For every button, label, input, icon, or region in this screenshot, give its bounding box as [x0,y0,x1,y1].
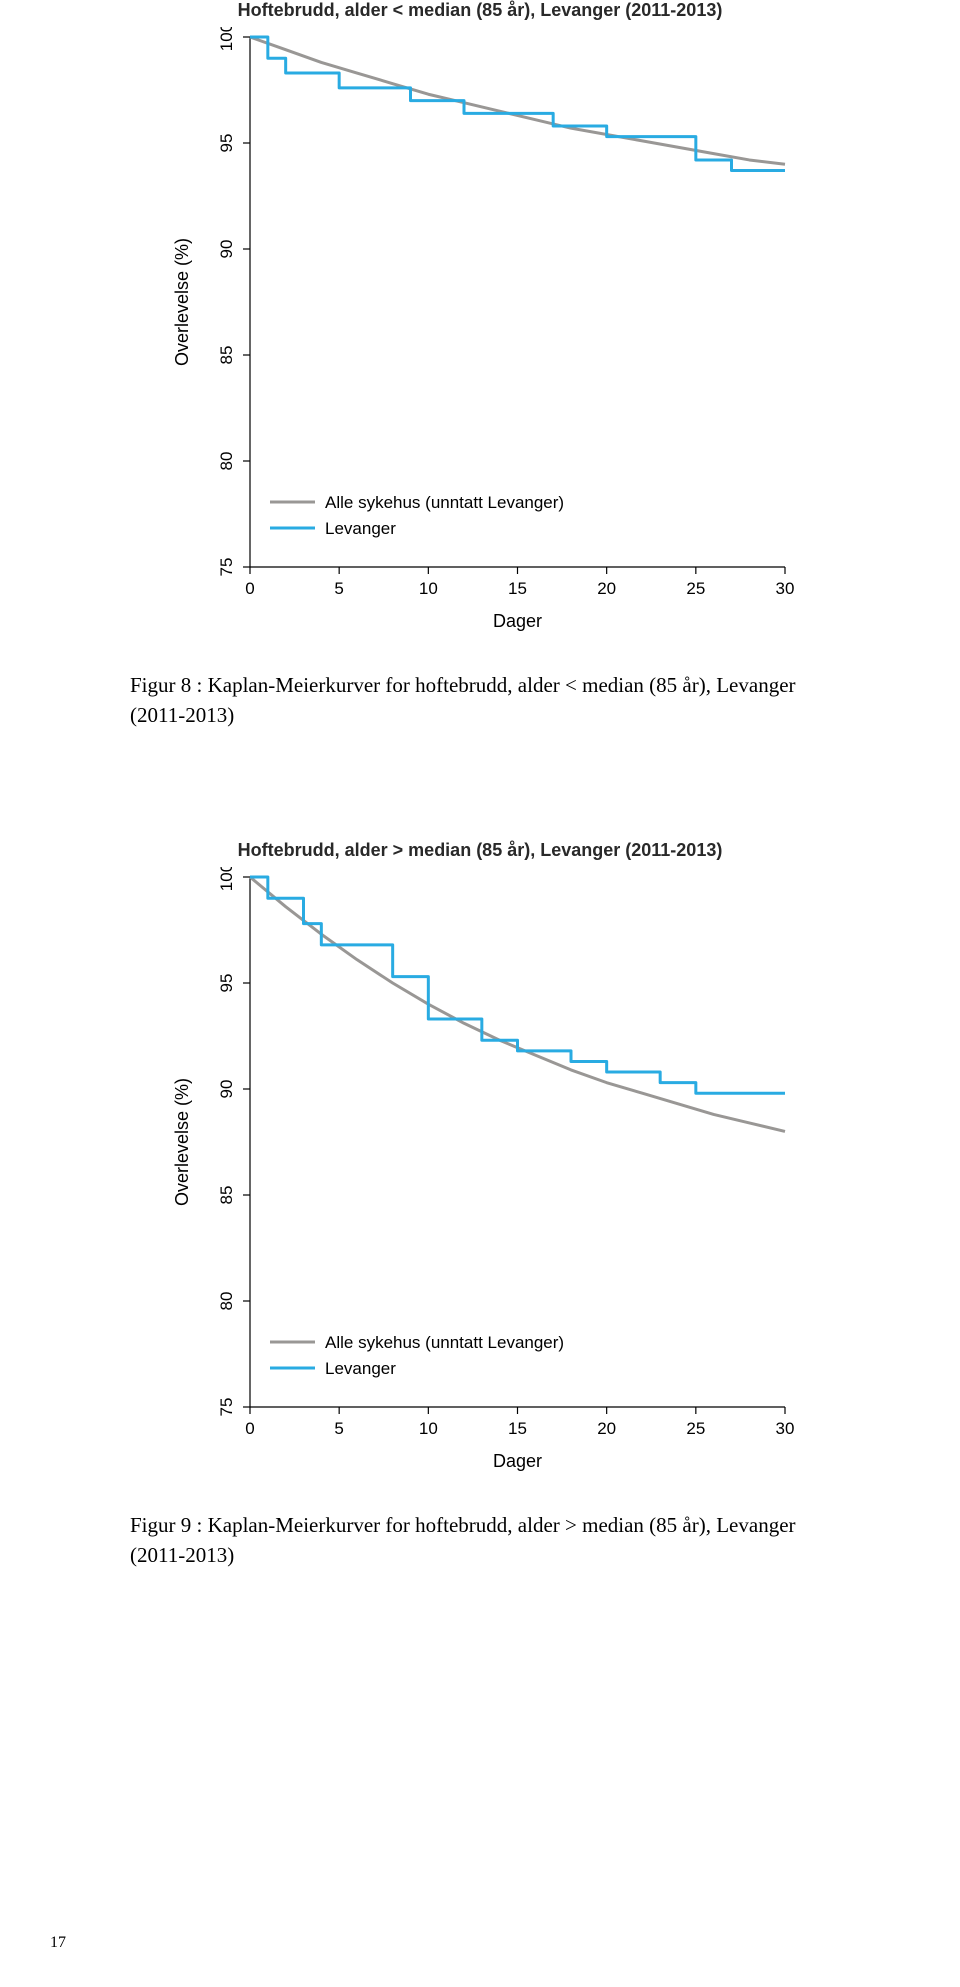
svg-text:0: 0 [245,579,254,598]
svg-text:10: 10 [419,579,438,598]
svg-text:30: 30 [776,579,795,598]
svg-text:15: 15 [508,1419,527,1438]
svg-text:95: 95 [217,974,236,993]
svg-text:100: 100 [217,867,236,891]
page-number: 17 [50,1934,66,1952]
caption-1: Figur 8 : Kaplan-Meierkurver for hoftebr… [130,670,850,731]
chart-1-svg: 0 5 10 15 20 25 30 75 80 85 90 95 100 Dager Overlevels… [155,27,805,647]
svg-text:20: 20 [597,579,616,598]
svg-text:5: 5 [334,579,343,598]
svg-text:75: 75 [217,558,236,577]
svg-text:10: 10 [419,1419,438,1438]
chart-2-block: Hoftebrudd, alder > median (85 år), Leva… [155,840,805,1487]
svg-text:80: 80 [217,452,236,471]
svg-text:Dager: Dager [493,611,542,631]
chart-2-title: Hoftebrudd, alder > median (85 år), Leva… [155,840,805,861]
svg-text:30: 30 [776,1419,795,1438]
svg-text:Alle sykehus (unntatt Levanger: Alle sykehus (unntatt Levanger) [325,493,564,512]
svg-text:20: 20 [597,1419,616,1438]
svg-text:90: 90 [217,240,236,259]
svg-text:100: 100 [217,27,236,51]
page: Hoftebrudd, alder < median (85 år), Leva… [0,0,960,1987]
svg-text:85: 85 [217,346,236,365]
svg-text:80: 80 [217,1292,236,1311]
svg-text:25: 25 [686,1419,705,1438]
svg-text:85: 85 [217,1186,236,1205]
svg-text:Levanger: Levanger [325,1359,396,1378]
svg-text:5: 5 [334,1419,343,1438]
svg-text:Overlevelse (%): Overlevelse (%) [172,1078,192,1206]
svg-text:75: 75 [217,1398,236,1417]
svg-text:Alle sykehus (unntatt Levanger: Alle sykehus (unntatt Levanger) [325,1333,564,1352]
svg-text:15: 15 [508,579,527,598]
svg-text:90: 90 [217,1080,236,1099]
chart-2-svg: 0 5 10 15 20 25 30 75 80 85 90 95 100 Dager Overlevels… [155,867,805,1487]
svg-text:Levanger: Levanger [325,519,396,538]
chart-1-block: Hoftebrudd, alder < median (85 år), Leva… [155,0,805,647]
svg-text:Overlevelse (%): Overlevelse (%) [172,238,192,366]
svg-text:95: 95 [217,134,236,153]
caption-2: Figur 9 : Kaplan-Meierkurver for hoftebr… [130,1510,850,1571]
svg-text:0: 0 [245,1419,254,1438]
chart-1-title: Hoftebrudd, alder < median (85 år), Leva… [155,0,805,21]
svg-text:Dager: Dager [493,1451,542,1471]
svg-text:25: 25 [686,579,705,598]
